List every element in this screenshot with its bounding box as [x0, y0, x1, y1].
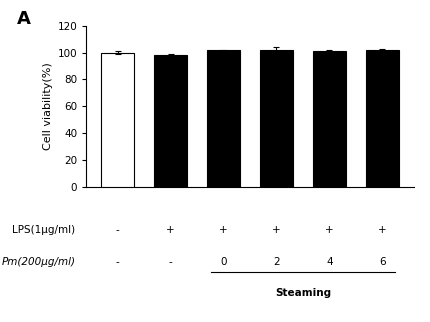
Bar — [206, 50, 240, 187]
Text: Steaming: Steaming — [274, 288, 330, 298]
Bar — [312, 51, 345, 187]
Text: 2: 2 — [273, 257, 279, 268]
Bar — [365, 50, 398, 187]
Text: A: A — [17, 10, 31, 28]
Bar — [154, 55, 187, 187]
Text: +: + — [324, 225, 333, 235]
Text: -: - — [115, 225, 119, 235]
Text: 4: 4 — [326, 257, 332, 268]
Bar — [101, 52, 134, 187]
Text: +: + — [377, 225, 386, 235]
Y-axis label: Cell viability(%): Cell viability(%) — [43, 62, 53, 150]
Text: 0: 0 — [220, 257, 226, 268]
Text: LPS(1μg/ml): LPS(1μg/ml) — [12, 225, 75, 235]
Text: +: + — [271, 225, 280, 235]
Text: +: + — [166, 225, 175, 235]
Text: -: - — [115, 257, 119, 268]
Text: Pm(200μg/ml): Pm(200μg/ml) — [1, 257, 75, 268]
Text: +: + — [219, 225, 227, 235]
Bar — [259, 50, 292, 187]
Text: 6: 6 — [378, 257, 385, 268]
Text: -: - — [168, 257, 172, 268]
